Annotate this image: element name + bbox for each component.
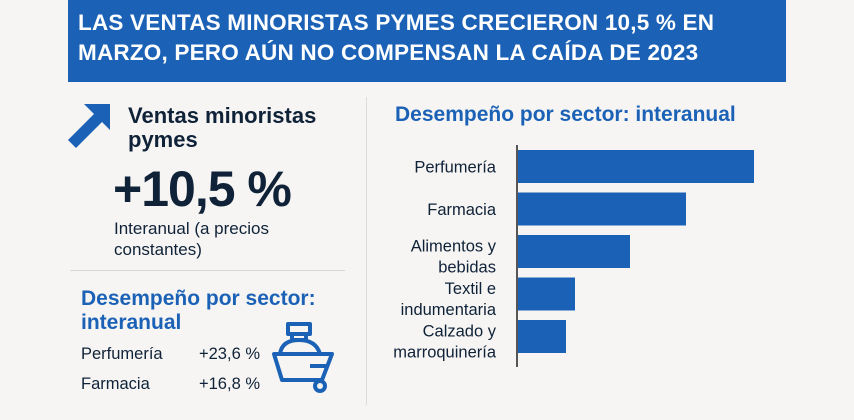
category-label: Textil e indumentaria <box>401 280 497 319</box>
sector-value: +16,8 % <box>199 375 261 393</box>
sector-row: Perfumería +23,6 % <box>81 345 260 364</box>
category-label: Perfumería <box>414 159 496 177</box>
chart-title: Desempeño por sector: interanual <box>395 103 736 126</box>
category-label: Alimentos y bebidas <box>411 238 497 277</box>
sector-summary-title: Desempeño por sector: interanual <box>81 287 316 334</box>
bar <box>518 320 566 353</box>
page-title: LAS VENTAS MINORISTAS PYMES CRECIERON 10… <box>68 0 786 82</box>
sector-label: Perfumería <box>81 345 163 363</box>
arrow-up-right-icon <box>68 104 110 148</box>
kpi-subtitle: Interanual (a precios constantes) <box>114 219 269 259</box>
sector-label: Farmacia <box>81 375 150 393</box>
kpi-title: Ventas minoristas pymes <box>128 103 317 152</box>
bar <box>518 150 754 183</box>
vertical-divider <box>366 97 367 405</box>
kpi-value: +10,5 % <box>113 161 292 217</box>
category-label: Farmacia <box>427 201 497 219</box>
sector-value: +23,6 % <box>199 345 261 363</box>
sector-row: Farmacia +16,8 % <box>81 375 260 394</box>
bar <box>518 235 630 268</box>
category-label: Calzado y marroquinería <box>393 323 497 362</box>
horizontal-divider <box>70 270 345 271</box>
bar <box>518 277 575 311</box>
bar <box>518 192 686 226</box>
perfume-bottle-icon <box>272 322 334 393</box>
